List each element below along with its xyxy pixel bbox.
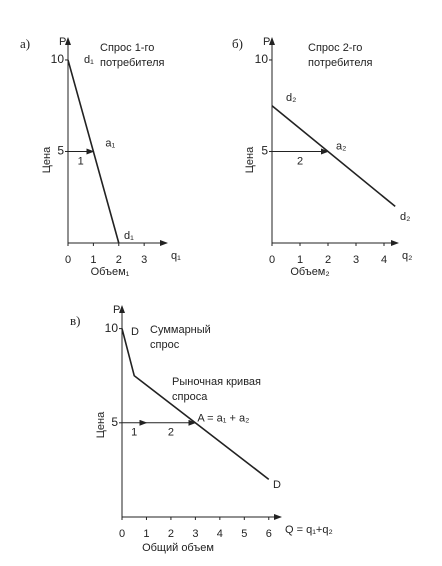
x-tick-label: 1 (143, 528, 149, 540)
y-axis-label: Цена (95, 411, 107, 438)
x-tick-label: 0 (269, 254, 275, 266)
y-tick-label: 5 (261, 144, 268, 158)
curve-label: d₂ (286, 92, 296, 104)
x-tick-label: 3 (192, 528, 198, 540)
y-tick-label: 5 (111, 415, 118, 429)
panel-label: а) (20, 36, 30, 51)
x-axis-letter: Q = q₁+q₂ (285, 524, 333, 536)
arrow-label: 1 (78, 155, 84, 167)
x-tick-label: 1 (90, 254, 96, 266)
chart-title: потребителя (100, 57, 165, 69)
y-tick-label: 10 (105, 321, 119, 335)
point-label: a₁ (105, 137, 115, 149)
y-axis-letter: P (59, 36, 66, 48)
chart-title: спрос (150, 339, 180, 351)
y-axis-label: Цена (244, 146, 256, 173)
x-axis-label: Общий объем (142, 542, 214, 554)
demand-curve (271, 105, 396, 208)
annotation: Рыночная кривая (172, 376, 261, 388)
y-axis-letter: P (113, 304, 120, 316)
arrow-label: 1 (131, 427, 137, 439)
x-axis-letter: q₁ (171, 250, 181, 262)
x-tick-label: 5 (241, 528, 247, 540)
x-tick-label: 3 (353, 254, 359, 266)
arrow-label: 2 (297, 155, 303, 167)
x-tick-label: 0 (119, 528, 125, 540)
curve-label: d₁ (84, 54, 94, 66)
x-tick-label: 6 (266, 528, 272, 540)
panel-label: в) (70, 313, 80, 328)
curve-label: d₁ (124, 230, 134, 242)
y-axis-letter: P (263, 36, 270, 48)
arrow-label: 2 (168, 427, 174, 439)
point-label: a₂ (336, 140, 346, 152)
chart-title: потребителя (308, 57, 373, 69)
x-axis-label: Объем₂ (290, 266, 329, 278)
chart-title: Суммарный (150, 324, 211, 336)
y-axis-label: Цена (41, 146, 53, 173)
x-tick-label: 2 (325, 254, 331, 266)
y-tick-label: 10 (51, 52, 65, 66)
curve-label: D (131, 326, 139, 338)
demand-curve (121, 328, 270, 480)
panel-label: б) (232, 36, 243, 51)
curve-label: D (273, 479, 281, 491)
point-label: A = a₁ + a₂ (197, 413, 249, 425)
x-tick-label: 4 (381, 254, 387, 266)
y-tick-label: 5 (57, 144, 64, 158)
x-tick-label: 2 (168, 528, 174, 540)
x-tick-label: 2 (116, 254, 122, 266)
chart-title: Спрос 2-го (308, 42, 362, 54)
y-tick-label: 10 (255, 52, 269, 66)
chart-title: Спрос 1-го (100, 42, 154, 54)
x-axis-label: Объем₁ (91, 266, 130, 278)
x-tick-label: 1 (297, 254, 303, 266)
curve-label: d₂ (400, 211, 410, 223)
x-tick-label: 3 (141, 254, 147, 266)
x-tick-label: 4 (217, 528, 223, 540)
x-tick-label: 0 (65, 254, 71, 266)
annotation: спроса (172, 391, 208, 403)
x-axis-letter: q₂ (402, 250, 412, 262)
